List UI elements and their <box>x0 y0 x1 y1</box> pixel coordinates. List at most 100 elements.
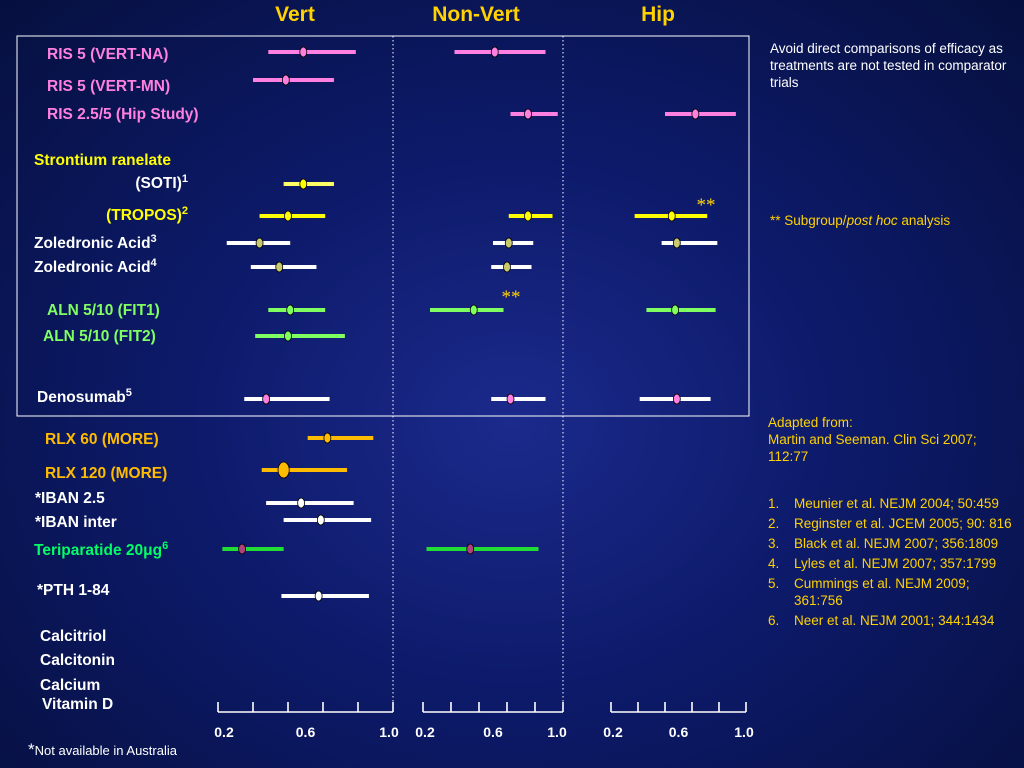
row-labels: RIS 5 (VERT-NA) RIS 5 (VERT-MN) RIS 2.5/5 … <box>34 46 199 713</box>
point-estimate <box>275 261 284 273</box>
row-label: ALN 5/10 (FIT1) <box>47 302 160 319</box>
reference-number: 2. <box>768 516 780 531</box>
reference-number: 1. <box>768 496 780 511</box>
point-estimate <box>524 108 532 120</box>
reference-text: Reginster et al. JCEM 2005; 90: 816 <box>794 516 1012 531</box>
x-axes: ** ** 0.2 0.6 1.0 0.2 0.6 1.0 0.2 0.6 1.0 <box>214 195 754 740</box>
row-label-text: (TROPOS) <box>106 207 182 224</box>
row-label-text: Calcitonin <box>40 652 115 669</box>
row-label: Denosumab5 <box>37 387 132 406</box>
reference-item: 3. Black et al. NEJM 2007; 356:1809 <box>768 535 1018 552</box>
x-tick-label: 0.2 <box>603 724 623 740</box>
reference-number: 6. <box>768 613 780 628</box>
row-label-superscript: 4 <box>151 257 158 269</box>
footnote-text: Not available in Australia <box>34 743 177 758</box>
reference-item: 2. Reginster et al. JCEM 2005; 90: 816 <box>768 515 1018 532</box>
reference-text: Black et al. NEJM 2007; 356:1809 <box>794 536 999 551</box>
point-estimate <box>672 393 681 405</box>
point-estimate <box>284 210 292 222</box>
row-label-text: Calcitriol <box>40 628 106 645</box>
panel-title: Non-Vert <box>432 3 520 26</box>
row-label: *IBAN 2.5 <box>35 490 105 507</box>
row-label: ALN 5/10 (FIT2) <box>43 328 156 345</box>
panel-titles: Vert Non-Vert Hip <box>275 3 675 26</box>
point-estimate <box>469 304 478 316</box>
point-estimate <box>281 74 290 86</box>
point-estimate <box>299 178 308 190</box>
subgroup-marker: ** <box>502 287 521 308</box>
point-estimate <box>691 108 700 120</box>
row-label-text: Denosumab <box>37 389 126 406</box>
row-label-superscript: 5 <box>126 387 132 399</box>
point-estimate <box>466 543 475 555</box>
highlight-box <box>16 35 750 417</box>
grid-layer <box>16 35 750 712</box>
reference-number: 4. <box>768 556 780 571</box>
reference-item: 5. Cummings et al. NEJM 2009; 361:756 <box>768 575 1018 609</box>
reference-number: 5. <box>768 576 780 591</box>
point-estimate <box>323 432 332 444</box>
row-label: RIS 5 (VERT-NA) <box>47 46 168 63</box>
point-estimate <box>506 393 515 405</box>
row-label-superscript: 3 <box>151 233 157 245</box>
point-estimate <box>277 461 290 479</box>
point-estimate <box>286 304 295 316</box>
row-label-text: ALN 5/10 (FIT1) <box>47 302 160 319</box>
row-label: *IBAN inter <box>35 514 117 531</box>
row-label-superscript: 6 <box>162 540 168 552</box>
x-tick-label: 1.0 <box>734 724 754 740</box>
panel-title: Hip <box>641 3 675 26</box>
x-tick-label: 0.6 <box>483 724 503 740</box>
row-label: RIS 5 (VERT-MN) <box>47 78 170 95</box>
subgroup-marker: ** <box>697 195 716 216</box>
point-estimate <box>490 46 499 58</box>
x-tick-label: 0.6 <box>669 724 689 740</box>
x-tick-label: 1.0 <box>379 724 399 740</box>
reference-text: Lyles et al. NEJM 2007; 357:1799 <box>794 556 997 571</box>
point-estimate <box>316 514 325 526</box>
subgroup-note: ** Subgroup/post hoc analysis <box>770 212 1020 229</box>
point-estimate <box>284 330 292 342</box>
row-label: Zoledronic Acid4 <box>34 257 158 276</box>
point-estimate <box>262 393 271 405</box>
row-label: Calcium <box>40 677 100 694</box>
subgroup-note-prefix: ** Subgroup/ <box>770 213 847 228</box>
row-label: (SOTI)1 <box>135 173 188 192</box>
x-tick-label: 1.0 <box>547 724 567 740</box>
reference-text: Meunier et al. NEJM 2004; 50:459 <box>794 496 999 511</box>
x-tick-label: 0.2 <box>415 724 435 740</box>
subgroup-note-italic: post hoc <box>846 213 898 228</box>
point-estimate <box>314 590 323 602</box>
point-estimate <box>524 210 532 222</box>
reference-number: 3. <box>768 536 780 551</box>
row-label-text: RLX 120 (MORE) <box>45 465 167 482</box>
reference-list: 1. Meunier et al. NEJM 2004; 50:459 2. Reg… <box>768 495 1018 632</box>
row-label: Zoledronic Acid3 <box>34 233 157 252</box>
row-label: Calcitriol <box>40 628 106 645</box>
point-estimate <box>255 237 264 249</box>
reference-item: 6. Neer et al. NEJM 2001; 344:1434 <box>768 612 1018 629</box>
row-label-superscript: 2 <box>182 205 188 217</box>
x-tick-label: 0.2 <box>214 724 234 740</box>
row-label: RLX 60 (MORE) <box>45 431 159 448</box>
row-label: Vitamin D <box>42 696 113 713</box>
point-estimate <box>299 46 308 58</box>
reference-item: 1. Meunier et al. NEJM 2004; 50:459 <box>768 495 1018 512</box>
row-label-text: (SOTI) <box>135 175 182 192</box>
row-label: *PTH 1-84 <box>37 582 110 599</box>
point-estimate <box>671 304 680 316</box>
panel-title: Vert <box>275 3 315 26</box>
row-label: Strontium ranelate <box>34 152 171 169</box>
adapted-from-label: Adapted from: <box>768 415 853 430</box>
row-label-text: RLX 60 (MORE) <box>45 431 159 448</box>
row-label: RLX 120 (MORE) <box>45 465 167 482</box>
row-label-text: Strontium ranelate <box>34 152 171 169</box>
row-label: Teriparatide 20μg6 <box>34 540 168 559</box>
point-estimate <box>504 237 513 249</box>
row-label: Calcitonin <box>40 652 115 669</box>
point-estimate <box>297 497 306 509</box>
row-label-text: Calcium <box>40 677 100 694</box>
row-label-superscript: 1 <box>182 173 188 185</box>
point-estimate <box>238 543 246 555</box>
